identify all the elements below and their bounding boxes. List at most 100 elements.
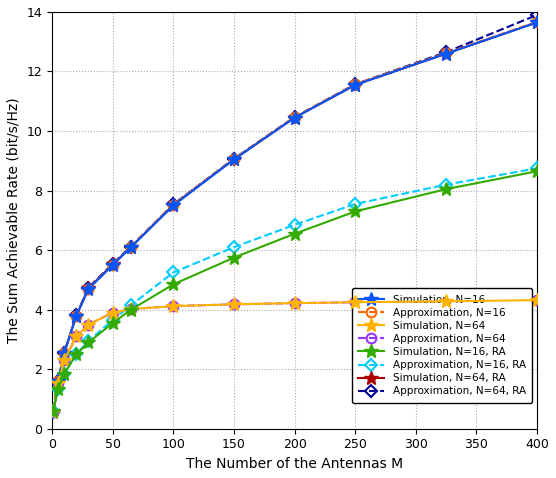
Approximation, N=64 xyxy=(85,322,92,327)
X-axis label: The Number of the Antennas M: The Number of the Antennas M xyxy=(186,457,403,471)
Approximation, N=16 xyxy=(73,313,80,318)
Simulation, N=64 xyxy=(352,299,359,305)
Simulation, N=16 xyxy=(534,20,540,25)
Approximation, N=16 xyxy=(127,244,134,250)
Simulation, N=64, RA xyxy=(352,82,359,88)
Simulation, N=16 xyxy=(61,350,68,356)
Simulation, N=16, RA xyxy=(127,307,134,313)
Line: Approximation, N=64: Approximation, N=64 xyxy=(48,295,542,417)
Approximation, N=16, RA xyxy=(85,338,92,344)
Simulation, N=16 xyxy=(85,286,92,292)
Approximation, N=16, RA xyxy=(231,244,237,250)
Approximation, N=64 xyxy=(443,298,449,304)
Simulation, N=64 xyxy=(231,302,237,307)
Approximation, N=64, RA xyxy=(231,156,237,162)
Simulation, N=16 xyxy=(291,115,298,120)
Approximation, N=64, RA xyxy=(170,201,177,207)
Simulation, N=16, RA xyxy=(61,371,68,377)
Approximation, N=16, RA xyxy=(55,386,62,391)
Approximation, N=64, RA xyxy=(443,49,449,55)
Approximation, N=16, RA xyxy=(50,408,57,414)
Approximation, N=64, RA xyxy=(110,261,116,267)
Simulation, N=64, RA xyxy=(170,202,177,208)
Approximation, N=64 xyxy=(61,358,68,363)
Simulation, N=16, RA xyxy=(231,255,237,261)
Approximation, N=16 xyxy=(291,114,298,120)
Simulation, N=16, RA xyxy=(73,351,80,357)
Simulation, N=64, RA xyxy=(85,285,92,291)
Approximation, N=16 xyxy=(170,202,177,208)
Approximation, N=64 xyxy=(231,302,237,307)
Approximation, N=16 xyxy=(50,410,57,415)
Simulation, N=16, RA xyxy=(170,282,177,287)
Simulation, N=64, RA xyxy=(231,156,237,162)
Simulation, N=64 xyxy=(534,297,540,303)
Simulation, N=64 xyxy=(170,303,177,309)
Y-axis label: The Sum Achievable Rate (bit/s/Hz): The Sum Achievable Rate (bit/s/Hz) xyxy=(7,98,21,343)
Line: Simulation, N=16: Simulation, N=16 xyxy=(46,15,544,419)
Approximation, N=16, RA xyxy=(534,165,540,171)
Approximation, N=64, RA xyxy=(61,350,68,356)
Simulation, N=64, RA xyxy=(127,244,134,250)
Simulation, N=64, RA xyxy=(443,51,449,56)
Simulation, N=16 xyxy=(127,244,134,250)
Simulation, N=64 xyxy=(85,322,92,327)
Simulation, N=64, RA xyxy=(61,350,68,356)
Approximation, N=16, RA xyxy=(291,222,298,228)
Line: Approximation, N=16: Approximation, N=16 xyxy=(48,17,542,417)
Simulation, N=16 xyxy=(73,313,80,318)
Simulation, N=16 xyxy=(443,51,449,56)
Approximation, N=16 xyxy=(534,19,540,25)
Simulation, N=64, RA xyxy=(534,20,540,25)
Approximation, N=16 xyxy=(85,286,92,292)
Approximation, N=16, RA xyxy=(352,201,359,207)
Simulation, N=64 xyxy=(73,334,80,339)
Simulation, N=16, RA xyxy=(85,339,92,345)
Approximation, N=64 xyxy=(50,410,57,415)
Approximation, N=64 xyxy=(73,334,80,339)
Approximation, N=64 xyxy=(110,310,116,315)
Approximation, N=16 xyxy=(55,378,62,384)
Approximation, N=16, RA xyxy=(443,182,449,187)
Simulation, N=16 xyxy=(55,378,62,384)
Approximation, N=16 xyxy=(352,81,359,87)
Simulation, N=16 xyxy=(352,82,359,88)
Simulation, N=16, RA xyxy=(352,208,359,214)
Approximation, N=64, RA xyxy=(85,285,92,291)
Line: Simulation, N=64, RA: Simulation, N=64, RA xyxy=(46,15,544,419)
Approximation, N=16, RA xyxy=(127,303,134,308)
Simulation, N=64 xyxy=(110,310,116,315)
Approximation, N=64, RA xyxy=(291,114,298,120)
Simulation, N=64 xyxy=(50,410,57,415)
Approximation, N=16, RA xyxy=(73,351,80,357)
Simulation, N=64 xyxy=(443,298,449,304)
Approximation, N=16 xyxy=(443,50,449,56)
Approximation, N=64 xyxy=(170,303,177,309)
Approximation, N=64 xyxy=(352,299,359,305)
Simulation, N=64, RA xyxy=(73,313,80,318)
Approximation, N=16, RA xyxy=(170,270,177,275)
Approximation, N=16 xyxy=(231,156,237,162)
Simulation, N=16 xyxy=(231,156,237,162)
Approximation, N=16, RA xyxy=(61,371,68,377)
Approximation, N=64, RA xyxy=(55,378,62,384)
Line: Approximation, N=64, RA: Approximation, N=64, RA xyxy=(49,11,542,416)
Approximation, N=64, RA xyxy=(534,12,540,18)
Simulation, N=64, RA xyxy=(50,410,57,415)
Approximation, N=16 xyxy=(110,262,116,268)
Approximation, N=64, RA xyxy=(73,312,80,318)
Simulation, N=16, RA xyxy=(534,168,540,174)
Simulation, N=16 xyxy=(50,410,57,415)
Simulation, N=16, RA xyxy=(443,186,449,192)
Simulation, N=64 xyxy=(127,306,134,312)
Simulation, N=64 xyxy=(61,358,68,363)
Approximation, N=16 xyxy=(61,350,68,356)
Simulation, N=16 xyxy=(110,262,116,268)
Approximation, N=64, RA xyxy=(50,410,57,415)
Approximation, N=64 xyxy=(55,380,62,385)
Simulation, N=16, RA xyxy=(50,408,57,414)
Approximation, N=64 xyxy=(291,300,298,306)
Legend: Simulation, N=16, Approximation, N=16, Simulation, N=64, Approximation, N=64, Si: Simulation, N=16, Approximation, N=16, S… xyxy=(352,288,532,403)
Simulation, N=64, RA xyxy=(110,261,116,267)
Approximation, N=64, RA xyxy=(352,81,359,87)
